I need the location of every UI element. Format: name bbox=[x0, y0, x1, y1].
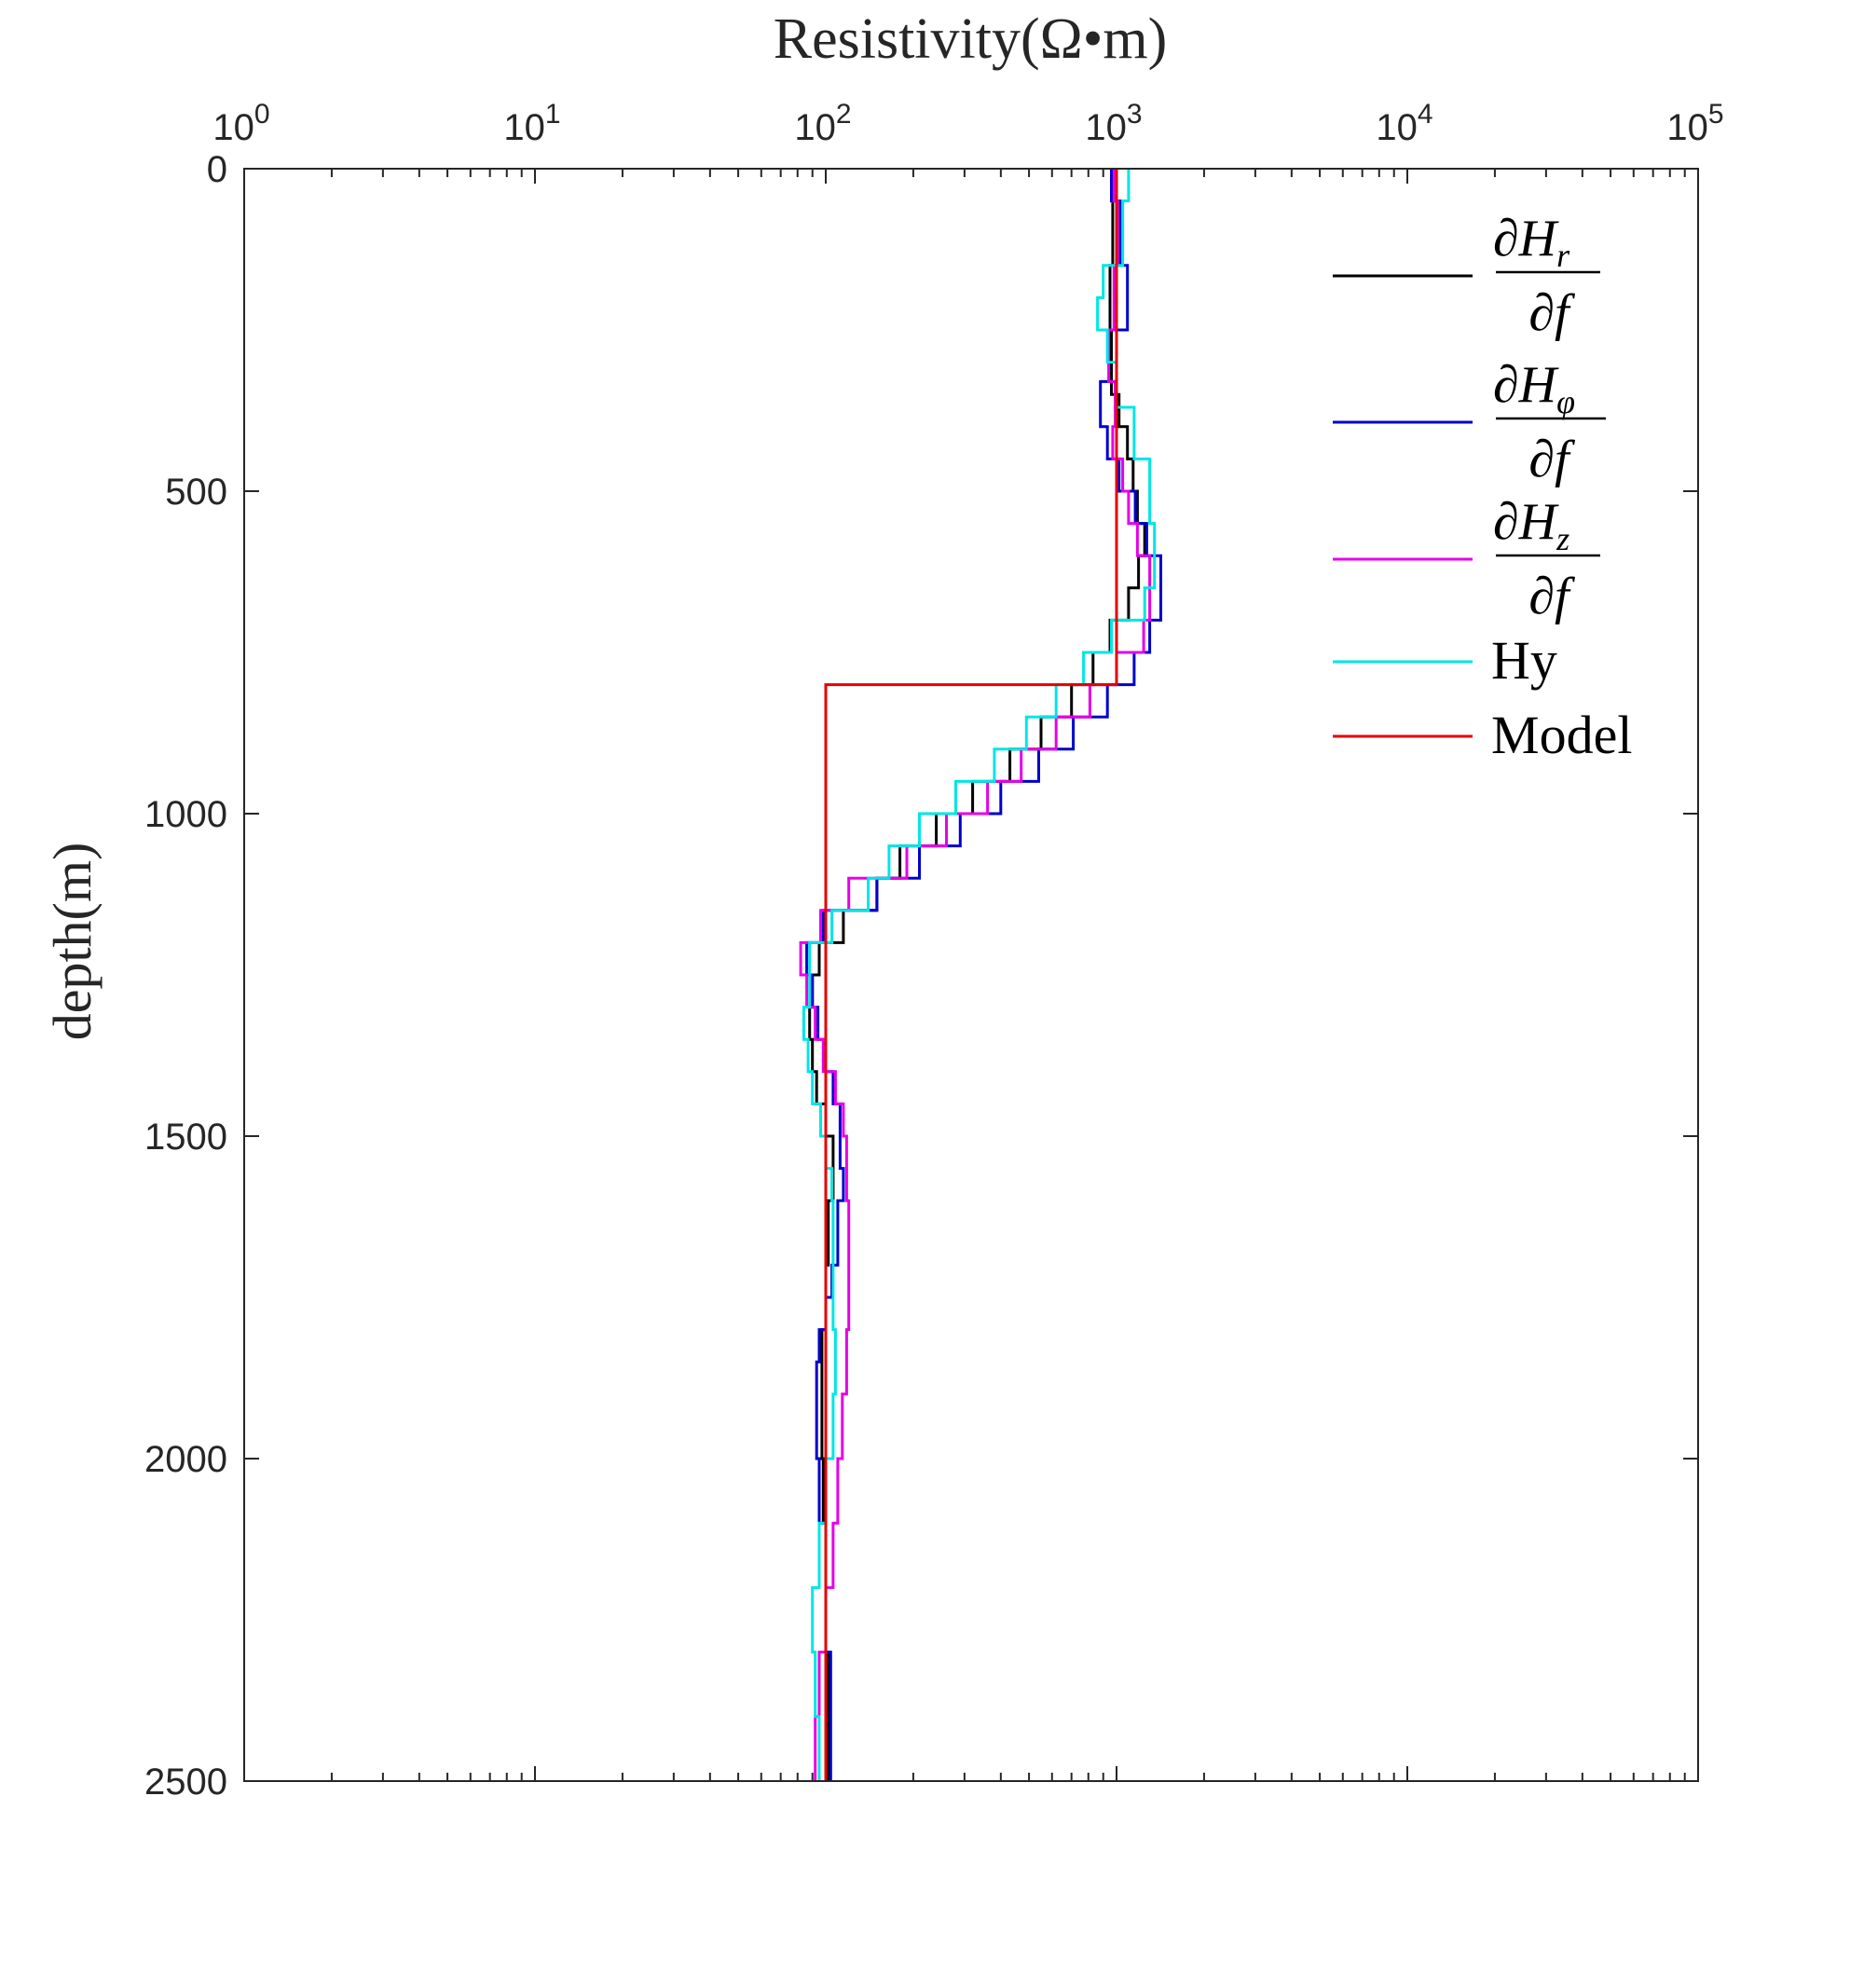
y-tick-label: 1000 bbox=[144, 794, 227, 835]
legend-item-dHr: ∂Hr ∂f bbox=[1333, 210, 1600, 342]
series-line-Hy bbox=[802, 169, 1157, 1781]
series-lines bbox=[799, 169, 1162, 1781]
x-tick-label: 101 bbox=[503, 99, 560, 148]
x-tick-label: 100 bbox=[212, 99, 269, 148]
legend-numerator: ∂Hr bbox=[1493, 210, 1570, 274]
legend-item-Hy: Hy bbox=[1333, 630, 1557, 691]
x-tick-labels: 100 101 102 103 104 105 bbox=[212, 99, 1723, 148]
y-axis-label-text: depth(m) bbox=[42, 843, 103, 1041]
chart-title-text: Resistivity(Ω•m) bbox=[774, 7, 1168, 71]
legend-denominator: ∂f bbox=[1528, 431, 1576, 488]
axis-ticks bbox=[243, 168, 1699, 1782]
plot-frame bbox=[243, 168, 1699, 1782]
series-line-dHz bbox=[799, 169, 1152, 1781]
x-tick-label: 104 bbox=[1376, 99, 1432, 148]
y-tick-label: 1500 bbox=[144, 1117, 227, 1158]
y-tick-label: 2000 bbox=[144, 1439, 227, 1480]
y-tick-labels: 0 500 1000 1500 2000 2500 bbox=[144, 149, 227, 1803]
legend-label: Model bbox=[1491, 705, 1632, 765]
legend-label: Hy bbox=[1491, 630, 1557, 691]
legend-denominator: ∂f bbox=[1528, 284, 1576, 342]
y-axis-label: depth(m) bbox=[42, 843, 103, 1041]
x-tick-label: 102 bbox=[794, 99, 851, 148]
x-tick-label: 103 bbox=[1085, 99, 1142, 148]
legend-denominator: ∂f bbox=[1528, 568, 1576, 625]
legend-numerator: ∂Hφ bbox=[1493, 356, 1575, 420]
y-tick-label: 500 bbox=[165, 472, 227, 513]
x-tick-label: 105 bbox=[1666, 99, 1723, 148]
legend-item-dHphi: ∂Hφ ∂f bbox=[1333, 356, 1606, 488]
legend-item-dHz: ∂Hz ∂f bbox=[1333, 493, 1600, 625]
series-line-Model bbox=[824, 169, 1118, 1781]
series-line-dHphi bbox=[805, 169, 1162, 1781]
y-tick-label: 0 bbox=[207, 149, 227, 190]
series-line-dHr bbox=[808, 169, 1146, 1781]
chart-title: Resistivity(Ω•m) bbox=[774, 7, 1168, 71]
y-tick-label: 2500 bbox=[144, 1762, 227, 1803]
legend-numerator: ∂Hz bbox=[1493, 493, 1569, 557]
legend-item-Model: Model bbox=[1333, 705, 1632, 765]
